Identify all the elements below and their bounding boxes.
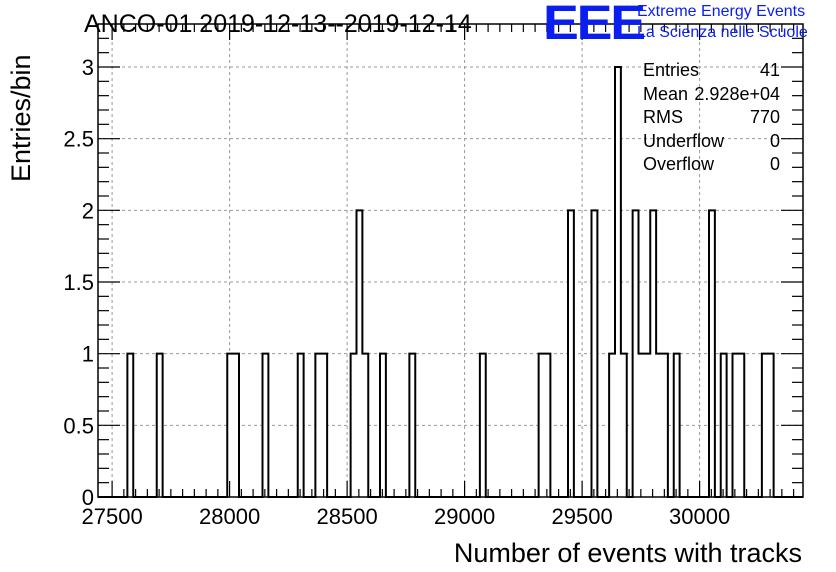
histogram-bin: [591, 210, 598, 498]
stat-underflow: Underflow 0: [643, 131, 780, 155]
histogram-bin: [262, 353, 269, 497]
histogram-bin: [632, 210, 639, 498]
histogram-bin: [732, 353, 739, 497]
histogram-bin: [709, 210, 715, 498]
stat-rms: RMS 770: [643, 107, 780, 131]
stat-label: Underflow: [643, 130, 725, 151]
stat-label: RMS: [643, 107, 683, 127]
y-tick-label: 0: [82, 485, 94, 510]
x-tick-labels: 27500 28000 28500 29000 29500 30000: [82, 504, 731, 529]
stats-box: Entries 41 Mean 2.928e+04 RMS 770 Underf…: [643, 60, 780, 178]
histogram-bin: [650, 210, 657, 498]
y-tick-label: 2: [82, 198, 94, 223]
histogram-bin: [362, 353, 369, 497]
plot-frame: [97, 23, 804, 498]
histogram-bin: [156, 353, 163, 497]
histogram-bin: [568, 210, 574, 498]
stat-label: Entries: [643, 60, 700, 80]
histogram-bin: [673, 353, 680, 497]
x-tick-label: 29000: [434, 504, 495, 529]
histogram-bin: [638, 353, 645, 497]
x-tick-label: 28000: [199, 504, 260, 529]
histogram-bin: [380, 353, 386, 497]
stat-value: 770: [749, 107, 780, 127]
stat-label: Mean: [643, 83, 689, 104]
histogram-bin: [662, 353, 668, 497]
axis-ticks: [98, 24, 803, 498]
histogram-bin: [538, 353, 545, 497]
y-tick-label: 0.5: [63, 413, 94, 438]
stat-overflow: Overflow 0: [643, 154, 780, 178]
x-tick-label: 29500: [552, 504, 613, 529]
x-tick-label: 27500: [82, 504, 143, 529]
histogram-bin: [544, 353, 551, 497]
histogram-bin: [315, 353, 322, 497]
histogram-bin: [479, 353, 486, 497]
histogram-bin: [321, 353, 328, 497]
stat-mean: Mean 2.928e+04: [643, 84, 780, 108]
histogram-bin: [356, 210, 363, 498]
histogram-bins: [127, 67, 774, 498]
grid-lines: [98, 24, 803, 497]
stat-label: Overflow: [643, 154, 715, 174]
y-tick-labels: 0 0.5 1 1.5 2 2.5 3: [63, 55, 94, 510]
x-tick-label: 28500: [317, 504, 378, 529]
stat-value: 41: [759, 60, 780, 80]
y-tick-label: 1.5: [63, 270, 94, 295]
logo-text-line-1: Extreme Energy Events: [637, 3, 806, 20]
histogram-bin: [644, 353, 651, 497]
histogram-bin: [297, 353, 304, 497]
histogram-bin: [620, 353, 627, 497]
x-axis-label: Number of events with tracks: [453, 538, 802, 568]
histogram-bin: [720, 353, 727, 497]
y-tick-label: 2.5: [63, 127, 94, 152]
y-axis-label: Entries/bin: [6, 54, 36, 182]
histogram-bin: [350, 353, 357, 497]
stat-value: 2.928e+04: [694, 83, 780, 104]
histogram-bin: [767, 353, 774, 497]
histogram-bin: [656, 353, 662, 497]
histogram-bin: [227, 353, 234, 497]
eee-logo: EEE: [543, 0, 646, 50]
histogram-bin: [738, 353, 745, 497]
x-tick-label: 30000: [669, 504, 730, 529]
chart-title: ANCO-01 2019-12-13--2019-12-14: [84, 10, 472, 38]
histogram-bin: [127, 353, 134, 497]
histogram-bin: [609, 353, 615, 497]
histogram-bin: [233, 353, 239, 497]
y-tick-label: 1: [82, 342, 94, 367]
histogram-bin: [409, 353, 416, 497]
stat-entries: Entries 41: [643, 60, 780, 84]
y-tick-label: 3: [82, 55, 94, 80]
histogram-bin: [761, 353, 768, 497]
stat-value: 0: [769, 154, 780, 174]
histogram-bin: [615, 67, 621, 497]
stat-value: 0: [769, 130, 780, 151]
logo-text-line-2: La Scienza nelle Scuole: [637, 24, 808, 41]
